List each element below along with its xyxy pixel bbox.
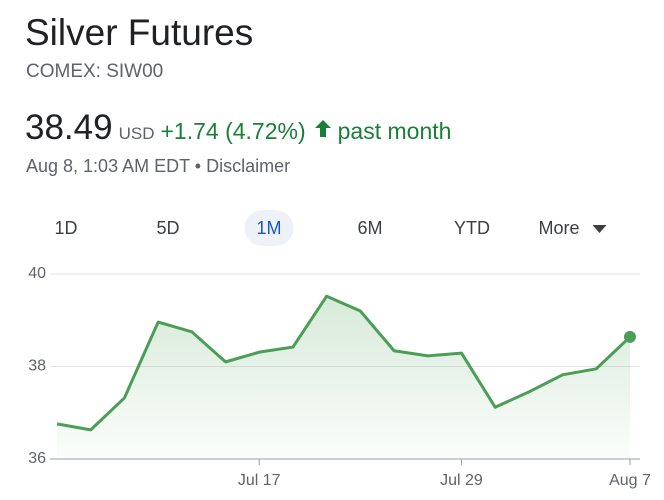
tab-label: 5D xyxy=(156,218,180,238)
y-tick-label: 38 xyxy=(28,358,46,375)
tab[interactable]: YTD xyxy=(442,210,502,246)
y-tick-label: 40 xyxy=(28,265,46,282)
separator: • xyxy=(194,156,202,176)
change: +1.74 (4.72%) xyxy=(160,118,306,144)
timestamp-row: Aug 8, 1:03 AM EDT • Disclaimer xyxy=(26,156,290,177)
disclaimer[interactable]: Disclaimer xyxy=(206,156,291,176)
tab-label: 6M xyxy=(357,218,383,238)
tab[interactable]: More xyxy=(526,210,619,246)
period: past month xyxy=(337,118,452,144)
price-row: 38.49 USD +1.74 (4.72%) past month xyxy=(25,108,451,148)
area-fill xyxy=(57,296,630,459)
tab[interactable]: 1D xyxy=(42,210,89,246)
last-point xyxy=(624,330,636,343)
up-arrow xyxy=(314,120,331,137)
x-tick-label: Jul 29 xyxy=(440,472,483,489)
tab[interactable]: 5D xyxy=(144,210,191,246)
title: Silver Futures xyxy=(25,12,254,53)
tab-label: 1M xyxy=(256,218,282,238)
tab-label: 1D xyxy=(54,218,78,238)
tab-label: YTD xyxy=(454,218,490,238)
currency: USD xyxy=(118,124,155,143)
price: 38.49 xyxy=(25,108,113,147)
dropdown-icon xyxy=(592,225,607,233)
price-line xyxy=(56,294,632,432)
tab[interactable]: 6M xyxy=(345,210,394,246)
ticker: COMEX: SIW00 xyxy=(26,61,164,82)
tab-label: More xyxy=(538,218,580,238)
x-tick-label: Jul 17 xyxy=(238,472,281,489)
tab[interactable]: 1M xyxy=(244,210,294,246)
y-tick-label: 36 xyxy=(28,450,46,467)
timestamp: Aug 8, 1:03 AM EDT xyxy=(26,156,190,176)
x-tick-label: Aug 7 xyxy=(609,472,651,489)
